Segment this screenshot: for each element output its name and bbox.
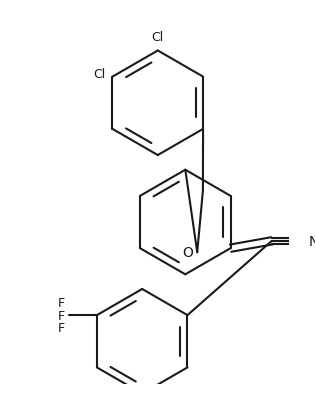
Text: O: O xyxy=(183,246,193,259)
Text: Cl: Cl xyxy=(152,31,164,44)
Text: F: F xyxy=(58,322,65,335)
Text: N: N xyxy=(309,234,315,248)
Text: F: F xyxy=(58,309,65,322)
Text: F: F xyxy=(58,296,65,309)
Text: Cl: Cl xyxy=(93,68,105,81)
